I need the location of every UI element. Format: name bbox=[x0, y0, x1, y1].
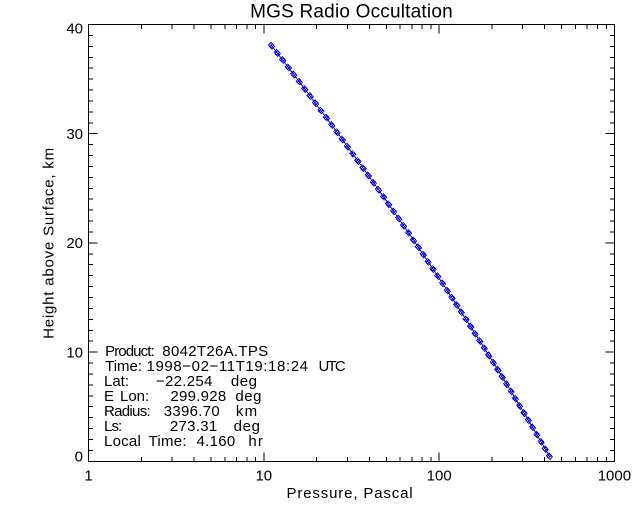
svg-text:273.31: 273.31 bbox=[170, 418, 218, 435]
svg-text:Product:: Product: bbox=[105, 343, 154, 360]
svg-text:hr: hr bbox=[248, 433, 264, 450]
svg-text:20: 20 bbox=[66, 235, 83, 252]
svg-text:Time:: Time: bbox=[105, 358, 142, 375]
svg-text:UTC: UTC bbox=[319, 358, 346, 375]
svg-text:deg: deg bbox=[234, 418, 261, 435]
svg-text:1998−02−11T19:18:24: 1998−02−11T19:18:24 bbox=[147, 358, 309, 375]
svg-text:Local Time:: Local Time: bbox=[104, 433, 187, 450]
svg-text:Lat:: Lat: bbox=[104, 373, 129, 390]
svg-text:1: 1 bbox=[84, 468, 92, 485]
svg-text:299.928: 299.928 bbox=[170, 388, 226, 405]
svg-text:km: km bbox=[236, 403, 258, 420]
svg-text:MGS Radio Occultation: MGS Radio Occultation bbox=[250, 1, 453, 22]
svg-text:0: 0 bbox=[75, 449, 83, 466]
svg-text:100: 100 bbox=[427, 468, 452, 485]
svg-text:30: 30 bbox=[66, 126, 83, 143]
svg-text:3396.70: 3396.70 bbox=[164, 403, 220, 420]
svg-text:−22.254: −22.254 bbox=[156, 373, 213, 390]
svg-text:Ls:: Ls: bbox=[104, 418, 121, 435]
svg-text:E Lon:: E Lon: bbox=[104, 388, 149, 405]
svg-text:8042T26A.TPS: 8042T26A.TPS bbox=[162, 343, 268, 360]
svg-text:Pressure, Pascal: Pressure, Pascal bbox=[287, 485, 414, 502]
svg-text:Height above Surface, km: Height above Surface, km bbox=[40, 147, 57, 339]
svg-text:40: 40 bbox=[66, 20, 83, 37]
svg-text:1000: 1000 bbox=[598, 468, 631, 485]
svg-text:4.160: 4.160 bbox=[197, 433, 236, 450]
svg-text:10: 10 bbox=[66, 344, 83, 361]
svg-text:deg: deg bbox=[235, 388, 262, 405]
svg-text:10: 10 bbox=[255, 468, 272, 485]
svg-text:deg: deg bbox=[231, 373, 258, 390]
svg-text:Radius:: Radius: bbox=[104, 403, 150, 420]
